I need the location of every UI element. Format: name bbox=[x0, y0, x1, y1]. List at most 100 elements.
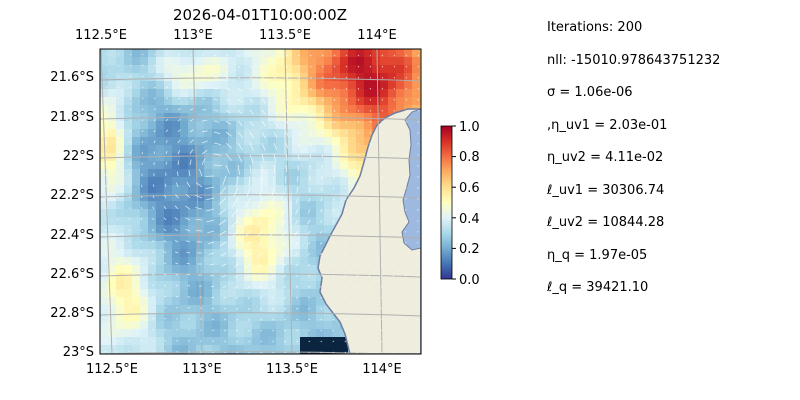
vector-arrow bbox=[333, 76, 336, 79]
heatmap-cell bbox=[252, 217, 261, 226]
vector-arrow bbox=[345, 142, 347, 146]
vector-arrow bbox=[152, 306, 155, 309]
heatmap-cell bbox=[204, 169, 213, 178]
heatmap-cell bbox=[220, 129, 229, 138]
heatmap-cell bbox=[204, 185, 213, 194]
vector-arrow bbox=[369, 98, 372, 101]
vector-arrow bbox=[417, 230, 419, 233]
heatmap-cell bbox=[196, 153, 205, 162]
stat-ell-uv1: ℓ_uv1 = 30306.74 bbox=[547, 182, 665, 198]
heatmap-cell bbox=[260, 281, 269, 290]
heatmap-cell bbox=[180, 345, 189, 354]
vector-arrow bbox=[213, 164, 223, 166]
heatmap-cell bbox=[292, 289, 301, 298]
heatmap-cell bbox=[316, 305, 325, 314]
heatmap-cell bbox=[220, 345, 229, 354]
heatmap-cell bbox=[324, 57, 333, 66]
vector-arrow bbox=[129, 141, 131, 144]
vector-arrow bbox=[273, 175, 275, 185]
vector-arrow bbox=[116, 240, 119, 243]
heatmap-cell bbox=[156, 65, 165, 74]
vector-arrow bbox=[345, 54, 348, 57]
heatmap-cell bbox=[204, 241, 213, 250]
heatmap-cell bbox=[140, 89, 149, 98]
heatmap-cell bbox=[228, 273, 237, 282]
heatmap-cell bbox=[148, 281, 157, 290]
vector-arrow bbox=[272, 340, 275, 343]
heatmap-cell bbox=[220, 73, 229, 82]
heatmap-cell bbox=[356, 105, 365, 114]
heatmap-cell bbox=[244, 49, 253, 58]
heatmap-cell bbox=[212, 337, 221, 346]
heatmap-cell bbox=[156, 193, 165, 202]
heatmap-cell bbox=[148, 305, 157, 314]
heatmap-cell bbox=[292, 145, 301, 154]
heatmap-cell bbox=[412, 81, 421, 90]
vector-arrow bbox=[236, 329, 239, 332]
heatmap-cell bbox=[132, 305, 141, 314]
heatmap-cell bbox=[252, 329, 261, 338]
heatmap-cell bbox=[332, 345, 341, 354]
heatmap-cell bbox=[236, 281, 245, 290]
heatmap-cell bbox=[116, 209, 125, 218]
vector-arrow bbox=[175, 182, 179, 188]
heatmap-cell bbox=[324, 177, 333, 186]
heatmap-cell bbox=[284, 233, 293, 242]
heatmap-cell bbox=[348, 105, 357, 114]
vector-arrow bbox=[309, 87, 312, 90]
vector-arrow bbox=[332, 351, 335, 354]
heatmap-cell bbox=[300, 129, 309, 138]
vector-arrow bbox=[272, 351, 275, 354]
vector-arrow bbox=[206, 208, 215, 212]
vector-arrow bbox=[116, 273, 119, 276]
heatmap-cell bbox=[308, 305, 317, 314]
heatmap-cell bbox=[260, 153, 269, 162]
heatmap-cell bbox=[300, 321, 309, 330]
heatmap-cell bbox=[340, 337, 349, 346]
heatmap-cell bbox=[148, 105, 157, 114]
vector-arrow bbox=[269, 230, 275, 237]
heatmap-cell bbox=[356, 113, 365, 122]
heatmap-cell bbox=[212, 225, 221, 234]
heatmap-cell bbox=[300, 313, 309, 322]
heatmap-cell bbox=[308, 257, 317, 266]
heatmap-cell bbox=[212, 121, 221, 130]
heatmap-cell bbox=[324, 121, 333, 130]
heatmap-cell bbox=[252, 337, 261, 346]
heatmap-cell bbox=[292, 81, 301, 90]
vector-arrow bbox=[333, 109, 336, 112]
vector-arrow bbox=[117, 53, 120, 56]
heatmap-cell bbox=[124, 217, 133, 226]
vector-arrow bbox=[208, 252, 215, 255]
heatmap-cell bbox=[244, 193, 253, 202]
vector-arrow bbox=[233, 252, 239, 258]
heatmap-cell bbox=[156, 281, 165, 290]
stat-eta-uv2: η_uv2 = 4.11e-02 bbox=[547, 150, 664, 165]
heatmap-cell bbox=[116, 49, 125, 58]
heatmap-cell bbox=[380, 65, 389, 74]
stat-nll: nll: -15010.978643751232 bbox=[547, 52, 721, 68]
heatmap-cell bbox=[196, 129, 205, 138]
heatmap-cell bbox=[116, 337, 125, 346]
heatmap-cell bbox=[164, 233, 173, 242]
vector-arrow bbox=[116, 306, 119, 309]
heatmap-cell bbox=[300, 281, 309, 290]
vector-arrow bbox=[392, 340, 395, 343]
heatmap-cell bbox=[204, 297, 213, 306]
heatmap-cell bbox=[228, 225, 237, 234]
vector-arrow bbox=[416, 329, 419, 332]
heatmap-cell bbox=[316, 233, 325, 242]
heatmap-cell bbox=[348, 65, 357, 74]
heatmap-cell bbox=[356, 145, 365, 154]
heatmap-cell bbox=[124, 105, 133, 114]
heatmap-cell bbox=[276, 49, 285, 58]
heatmap-cell bbox=[332, 121, 341, 130]
vector-arrow bbox=[272, 318, 275, 321]
heatmap-cell bbox=[132, 169, 141, 178]
vector-arrow bbox=[177, 75, 181, 78]
heatmap-cell bbox=[372, 57, 381, 66]
vector-arrow bbox=[380, 340, 383, 343]
heatmap-cell bbox=[316, 297, 325, 306]
vector-arrow bbox=[332, 230, 335, 234]
heatmap-cell bbox=[300, 177, 309, 186]
